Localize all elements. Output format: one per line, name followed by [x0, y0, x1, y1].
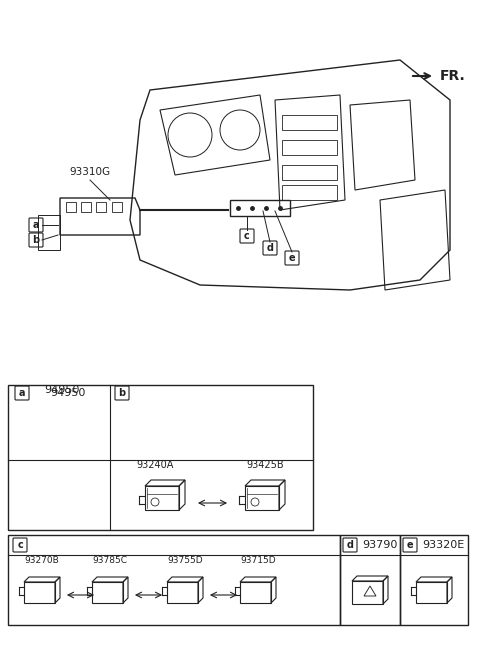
Text: b: b: [33, 235, 39, 245]
Bar: [400, 535, 468, 625]
Text: e: e: [288, 253, 295, 263]
Text: 94950: 94950: [50, 388, 85, 398]
Text: 93425B: 93425B: [246, 460, 284, 470]
Text: FR.: FR.: [440, 69, 466, 83]
Bar: [81, 202, 91, 212]
Text: 93715D: 93715D: [240, 556, 276, 565]
Text: a: a: [19, 388, 25, 398]
Text: d: d: [347, 540, 353, 550]
Text: e: e: [407, 540, 413, 550]
Text: 93755D: 93755D: [167, 556, 203, 565]
Text: 93785C: 93785C: [93, 556, 128, 565]
Text: 93270B: 93270B: [24, 556, 60, 565]
Text: 93320E: 93320E: [422, 540, 464, 550]
Text: d: d: [266, 243, 274, 253]
Text: 93240A: 93240A: [136, 460, 174, 470]
Bar: [8, 385, 313, 530]
Text: c: c: [244, 231, 250, 241]
Bar: [282, 165, 337, 180]
Bar: [66, 202, 76, 212]
Bar: [282, 185, 337, 200]
Text: 93310G: 93310G: [70, 167, 110, 177]
Text: 93790: 93790: [362, 540, 397, 550]
Bar: [112, 202, 122, 212]
Bar: [230, 200, 290, 216]
Bar: [96, 202, 106, 212]
Text: a: a: [33, 220, 39, 230]
Text: 94950: 94950: [44, 385, 80, 395]
Bar: [340, 535, 400, 625]
Bar: [282, 115, 337, 130]
Bar: [282, 140, 337, 155]
Text: b: b: [119, 388, 126, 398]
Text: c: c: [17, 540, 23, 550]
Bar: [8, 535, 340, 625]
